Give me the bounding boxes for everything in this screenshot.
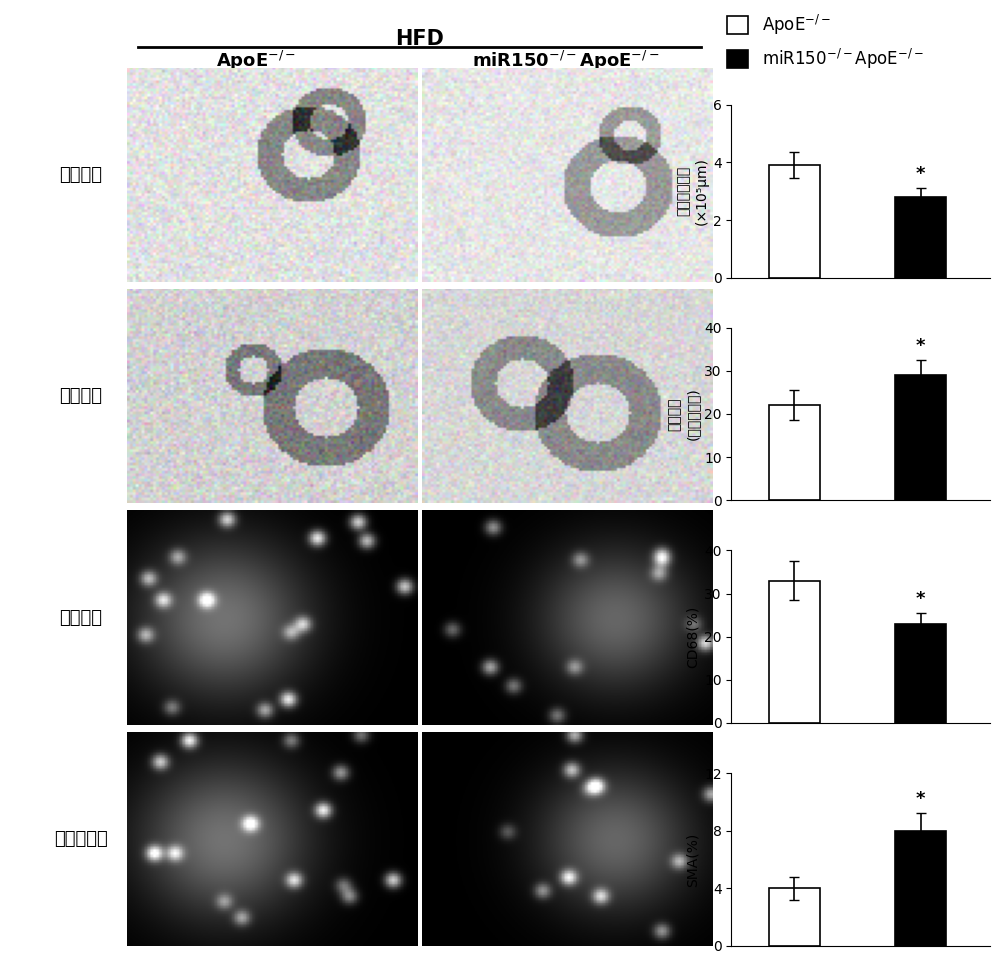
Bar bbox=[769, 405, 820, 500]
Text: *: * bbox=[916, 165, 925, 183]
Text: 平滑肌细胞: 平滑肌细胞 bbox=[54, 830, 108, 847]
Text: HFD: HFD bbox=[395, 29, 444, 49]
Text: *: * bbox=[916, 790, 925, 809]
Text: ApoE$^{-/-}$: ApoE$^{-/-}$ bbox=[216, 49, 296, 73]
Bar bbox=[895, 831, 946, 946]
Bar bbox=[895, 197, 946, 278]
Legend: ApoE$^{-/-}$, miR150$^{-/-}$ApoE$^{-/-}$: ApoE$^{-/-}$, miR150$^{-/-}$ApoE$^{-/-}$ bbox=[727, 13, 924, 71]
Text: 胶原成分: 胶原成分 bbox=[59, 387, 102, 405]
Y-axis label: SMA(%): SMA(%) bbox=[686, 832, 700, 887]
Y-axis label: 坏死中心面积
(×10⁵μm): 坏死中心面积 (×10⁵μm) bbox=[676, 157, 709, 225]
Y-axis label: CD68(%): CD68(%) bbox=[686, 606, 700, 668]
Bar bbox=[769, 581, 820, 723]
Text: miR150$^{-/-}$ApoE$^{-/-}$: miR150$^{-/-}$ApoE$^{-/-}$ bbox=[472, 49, 660, 73]
Bar bbox=[769, 165, 820, 278]
Bar bbox=[769, 888, 820, 946]
Text: 巨噬细脹: 巨噬细脹 bbox=[59, 609, 102, 626]
Bar bbox=[895, 375, 946, 500]
Bar bbox=[895, 623, 946, 723]
Text: *: * bbox=[916, 337, 925, 355]
Y-axis label: 胶原比例
(％斌块面积): 胶原比例 (％斌块面积) bbox=[667, 388, 700, 440]
Text: 坏死中心: 坏死中心 bbox=[59, 166, 102, 184]
Text: *: * bbox=[916, 590, 925, 608]
